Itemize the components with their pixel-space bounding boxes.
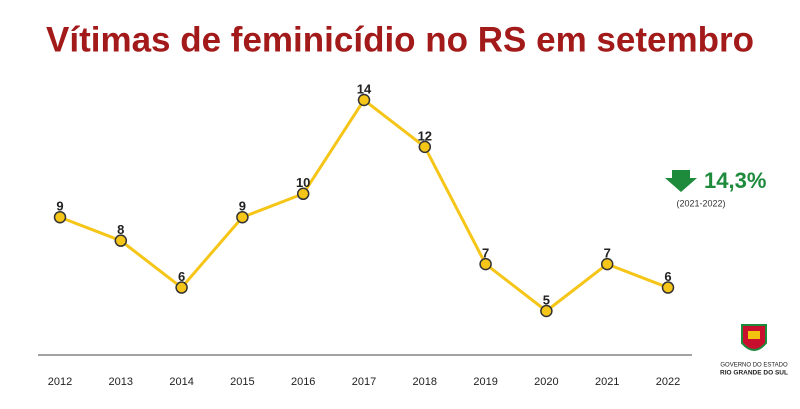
point — [236, 210, 249, 224]
data-label: 8 — [117, 222, 124, 237]
x-tick-label: 2012 — [48, 376, 72, 388]
data-label: 7 — [482, 246, 489, 261]
logo-text: GOVERNO DO ESTADO — [720, 363, 788, 369]
point — [175, 281, 188, 294]
logo-text: RIO GRANDE DO SUL — [720, 370, 788, 377]
point — [357, 93, 371, 107]
data-label: 9 — [56, 199, 63, 214]
point — [540, 304, 553, 318]
change-period: (2021-2022) — [676, 198, 725, 208]
data-label: 6 — [664, 269, 671, 284]
point — [418, 140, 432, 154]
point — [114, 234, 128, 247]
chart-title: Vítimas de feminicídio no RS em setembro — [46, 20, 754, 59]
point — [479, 257, 492, 271]
logo: GOVERNO DO ESTADO RIO GRANDE DO SUL — [720, 324, 788, 377]
point — [296, 187, 310, 201]
data-label: 5 — [543, 292, 550, 307]
logo-detail — [748, 331, 760, 339]
data-label: 9 — [239, 199, 246, 214]
x-tick-label: 2014 — [169, 376, 193, 388]
point — [53, 210, 67, 224]
x-tick-label: 2015 — [230, 376, 254, 388]
x-tick-label: 2018 — [413, 376, 437, 388]
point — [661, 281, 675, 294]
x-tick-label: 2020 — [534, 376, 558, 388]
data-label: 14 — [357, 81, 372, 96]
down-arrow — [665, 170, 697, 192]
data-label: 7 — [604, 246, 611, 261]
x-tick-label: 2022 — [656, 376, 680, 388]
x-tick-label: 2019 — [473, 376, 497, 388]
change-label: 14,3% — [704, 168, 766, 193]
x-tick-label: 2017 — [352, 376, 376, 388]
x-tick-label: 2021 — [595, 376, 619, 388]
data-label: 12 — [418, 128, 432, 143]
data-label: 10 — [296, 175, 310, 190]
data-label: 6 — [178, 269, 185, 284]
line — [59, 98, 669, 313]
x-tick-label: 2013 — [109, 376, 133, 388]
x-tick-label: 2016 — [291, 376, 315, 388]
point — [600, 257, 614, 271]
